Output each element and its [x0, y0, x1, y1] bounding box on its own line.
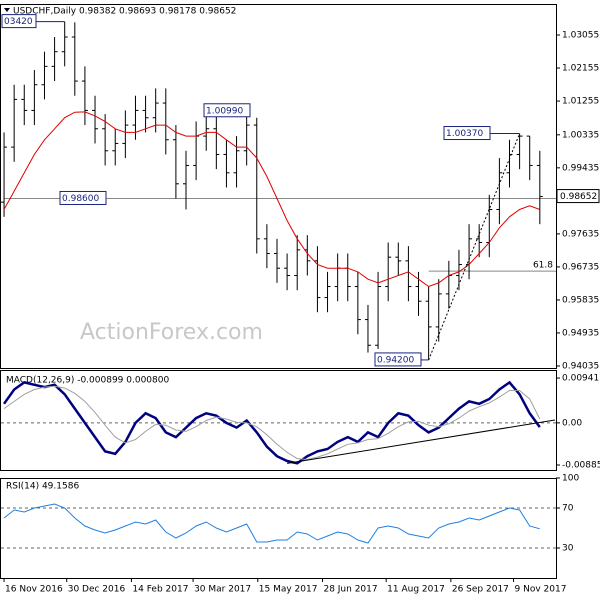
last-price-box: [556, 189, 600, 204]
y-tick-label: 0.94035: [562, 361, 599, 371]
x-tick-label: 28 Jun 2017: [323, 585, 377, 595]
y-tick-label: 0.94935: [562, 328, 599, 338]
y-tick-label: 0.97635: [562, 229, 599, 239]
annotation-label: 0.94200: [377, 355, 414, 365]
level-label: 61.8: [533, 261, 553, 271]
y-tick-label: 1.01255: [562, 97, 599, 107]
indicator-line: [2, 380, 541, 465]
x-tick-label: 30 Mar 2017: [194, 585, 251, 595]
panel-border: [0, 4, 557, 369]
x-tick-label: 30 Dec 2016: [68, 585, 126, 595]
annotation-box: [203, 103, 251, 118]
y-tick-label: 0.009411: [562, 374, 600, 384]
watermark: ActionForex.com: [80, 320, 263, 345]
y-tick-label: 30: [562, 544, 574, 554]
x-tick-label: 16 Nov 2016: [5, 585, 63, 595]
moving-average: [3, 111, 540, 288]
annotation-box: [374, 352, 422, 367]
rsi-title: RSI(14) 49.1586: [6, 482, 79, 492]
x-tick-label: 15 May 2017: [259, 585, 318, 595]
y-tick-label: 1.03055: [562, 31, 599, 41]
y-tick-label: 0.96735: [562, 262, 599, 272]
panel-border: [0, 370, 557, 471]
x-tick-label: 9 Nov 2017: [515, 585, 567, 595]
panel-border: [0, 478, 557, 579]
indicator-line: [3, 503, 540, 544]
menu-arrow[interactable]: [4, 8, 10, 12]
annotation-box: [443, 126, 491, 141]
last-price-label: 0.98652: [560, 192, 597, 202]
signal-line: [3, 385, 541, 461]
price-title: USDCHF,Daily 0.98382 0.98693 0.98178 0.9…: [13, 7, 236, 17]
y-tick-label: 0.99435: [562, 163, 599, 173]
trendline: [428, 133, 521, 361]
annotation-label: 1.00990: [206, 106, 243, 116]
macd-title: MACD(12,26,9) -0.000899 0.000800: [6, 376, 169, 386]
y-tick-label: 0.00: [562, 418, 582, 428]
annotation-label: 1.00370: [446, 129, 483, 139]
x-tick-label: 14 Feb 2017: [132, 585, 188, 595]
annotation-box: [59, 190, 107, 205]
y-tick-label: 70: [562, 504, 574, 514]
annotation-box: [1, 14, 37, 29]
x-tick-label: 11 Aug 2017: [387, 585, 445, 595]
annotation-label: 0.98600: [62, 194, 99, 204]
x-tick-label: 26 Sep 2017: [452, 585, 509, 595]
annotation-label: 03420: [4, 17, 33, 27]
trendline: [287, 419, 556, 464]
y-tick-label: 1.00335: [562, 130, 599, 140]
y-tick-label: -0.008852: [562, 461, 600, 471]
y-tick-label: 100: [562, 474, 579, 484]
y-tick-label: 0.95835: [562, 295, 599, 305]
y-tick-label: 1.02155: [562, 64, 599, 74]
